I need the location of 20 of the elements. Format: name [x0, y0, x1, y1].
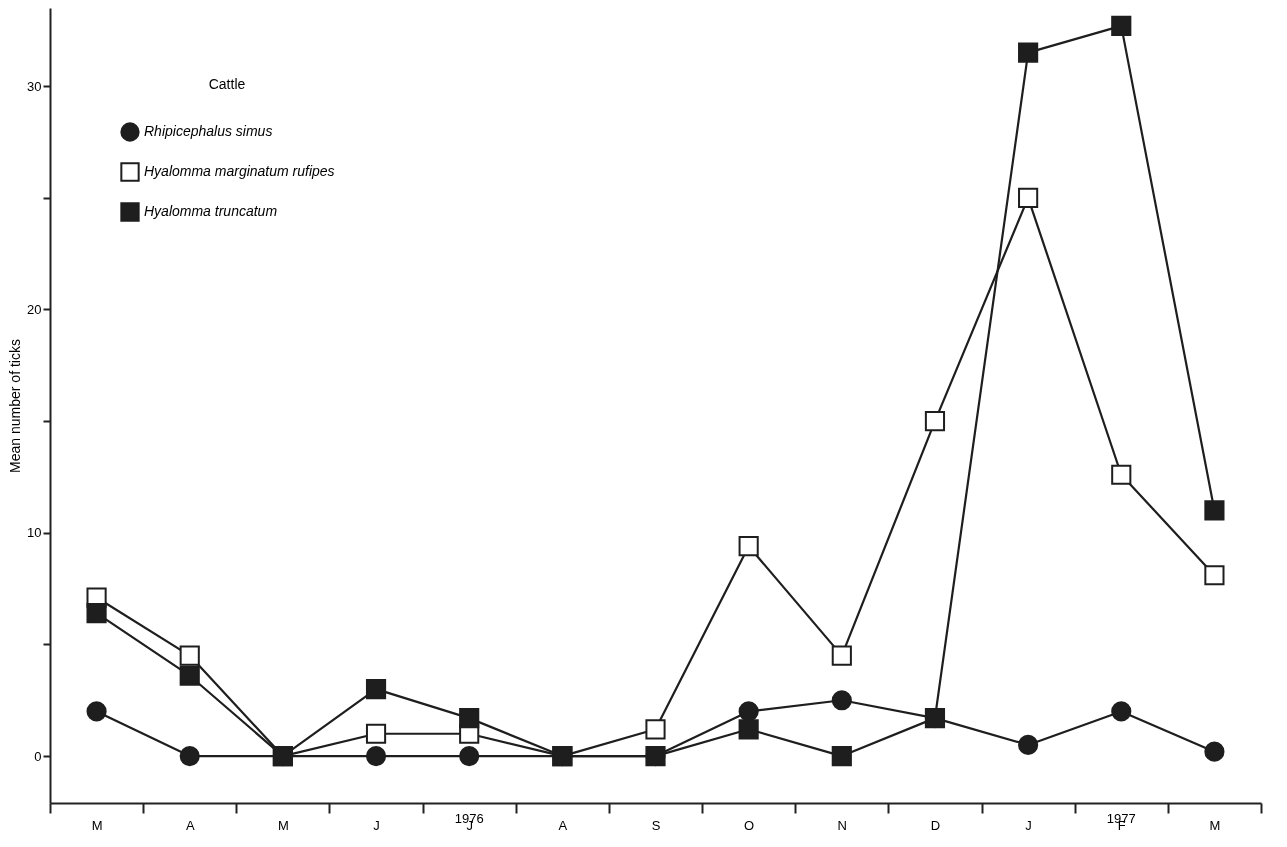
legend-label: Hyalomma marginatum rufipes	[144, 163, 335, 179]
legend-label: Hyalomma truncatum	[144, 203, 278, 219]
x-tick-label: N	[837, 817, 847, 833]
x-tick-label: A	[558, 817, 568, 833]
x-tick-label: M	[277, 817, 289, 833]
y-tick-label: 0	[34, 748, 42, 764]
x-tick-label: J	[1025, 817, 1032, 833]
x-tick-label: J	[373, 817, 380, 833]
y-tick-label: 10	[27, 525, 42, 541]
legend-title: Cattle	[208, 76, 246, 92]
x-tick-label: O	[744, 817, 755, 833]
legend-label: Rhipicephalus simus	[144, 123, 273, 139]
y-tick-label: 30	[27, 78, 42, 94]
y-axis-title: Mean number of ticks	[7, 339, 24, 473]
x-tick-label: S	[651, 817, 661, 833]
x-tick-label: M	[1209, 817, 1221, 833]
y-tick-label: 20	[27, 301, 42, 317]
x-tick-label: D	[930, 817, 941, 833]
x-tick-label: M	[91, 817, 103, 833]
x-tick-label: A	[185, 817, 195, 833]
